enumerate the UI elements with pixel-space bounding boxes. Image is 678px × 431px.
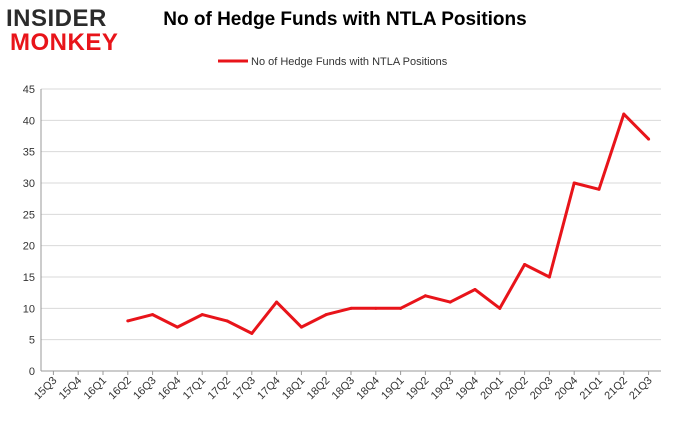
x-tick-label: 20Q4 xyxy=(553,375,581,403)
x-tick-label: 16Q3 xyxy=(131,375,159,403)
y-tick-label: 30 xyxy=(23,178,35,190)
data-point xyxy=(597,187,601,191)
x-tick-label: 20Q1 xyxy=(478,375,506,403)
data-point xyxy=(423,294,427,298)
x-tick-label: 19Q3 xyxy=(429,375,457,403)
y-tick-label: 40 xyxy=(23,115,35,127)
data-point xyxy=(622,112,626,116)
x-tick-label: 18Q1 xyxy=(280,375,308,403)
series-line-0 xyxy=(127,112,650,335)
y-tick-label: 20 xyxy=(23,241,35,253)
y-tick-label: 15 xyxy=(23,272,35,284)
x-tick-label: 21Q3 xyxy=(627,375,655,403)
data-point xyxy=(349,306,353,310)
x-tick-label: 15Q3 xyxy=(32,375,60,403)
axes xyxy=(40,89,661,375)
x-tick-label: 19Q1 xyxy=(379,375,407,403)
x-tick-label: 21Q2 xyxy=(602,375,630,403)
x-tick-label: 19Q2 xyxy=(404,375,432,403)
x-tick-label: 18Q2 xyxy=(305,375,333,403)
x-tick-label: 19Q4 xyxy=(454,375,482,403)
y-tick-label: 25 xyxy=(23,209,35,221)
data-point xyxy=(126,319,130,323)
data-point xyxy=(275,300,279,304)
data-point xyxy=(175,325,179,329)
gridlines xyxy=(41,88,661,341)
chart-title: No of Hedge Funds with NTLA Positions xyxy=(163,9,527,30)
logo-line-2: MONKEY xyxy=(10,29,118,54)
data-point xyxy=(374,306,378,310)
data-point xyxy=(498,306,502,310)
x-tick-label: 15Q4 xyxy=(57,375,85,403)
logo-line-1: INSIDER xyxy=(6,5,107,32)
data-point xyxy=(547,275,551,279)
x-tick-label: 16Q4 xyxy=(156,375,184,403)
legend: No of Hedge Funds with NTLA Positions xyxy=(218,56,448,68)
y-tick-labels: 0 5 10 15 20 25 30 35 40 45 xyxy=(23,84,35,378)
x-tick-labels: 15Q315Q416Q116Q216Q316Q417Q117Q217Q317Q4… xyxy=(32,375,655,403)
series-lines xyxy=(126,112,651,335)
data-point xyxy=(225,319,229,323)
x-tick-label: 16Q2 xyxy=(106,375,134,403)
data-point xyxy=(299,325,303,329)
data-point xyxy=(200,313,204,317)
data-point xyxy=(448,300,452,304)
x-tick-label: 17Q1 xyxy=(181,375,209,403)
data-point xyxy=(647,137,651,141)
x-tick-label: 17Q4 xyxy=(255,375,283,403)
x-tick-label: 20Q2 xyxy=(503,375,531,403)
y-tick-label: 0 xyxy=(29,366,35,378)
data-point xyxy=(473,288,477,292)
x-tick-label: 18Q3 xyxy=(330,375,358,403)
data-point xyxy=(250,331,254,335)
data-point xyxy=(399,306,403,310)
y-tick-label: 35 xyxy=(23,147,35,159)
insider-monkey-logo: INSIDER MONKEY xyxy=(6,5,118,54)
legend-label: No of Hedge Funds with NTLA Positions xyxy=(251,56,448,68)
data-point xyxy=(523,262,527,266)
y-tick-label: 5 xyxy=(29,335,35,347)
x-tick-label: 20Q3 xyxy=(528,375,556,403)
data-point xyxy=(572,181,576,185)
y-tick-label: 45 xyxy=(23,84,35,96)
x-tick-label: 17Q3 xyxy=(230,375,258,403)
y-tick-label: 10 xyxy=(23,303,35,315)
data-point xyxy=(151,313,155,317)
x-tick-label: 16Q1 xyxy=(82,375,110,403)
x-tick-label: 17Q2 xyxy=(206,375,234,403)
x-tick-label: 21Q1 xyxy=(578,375,606,403)
data-point xyxy=(324,313,328,317)
x-tick-label: 18Q4 xyxy=(354,375,382,403)
